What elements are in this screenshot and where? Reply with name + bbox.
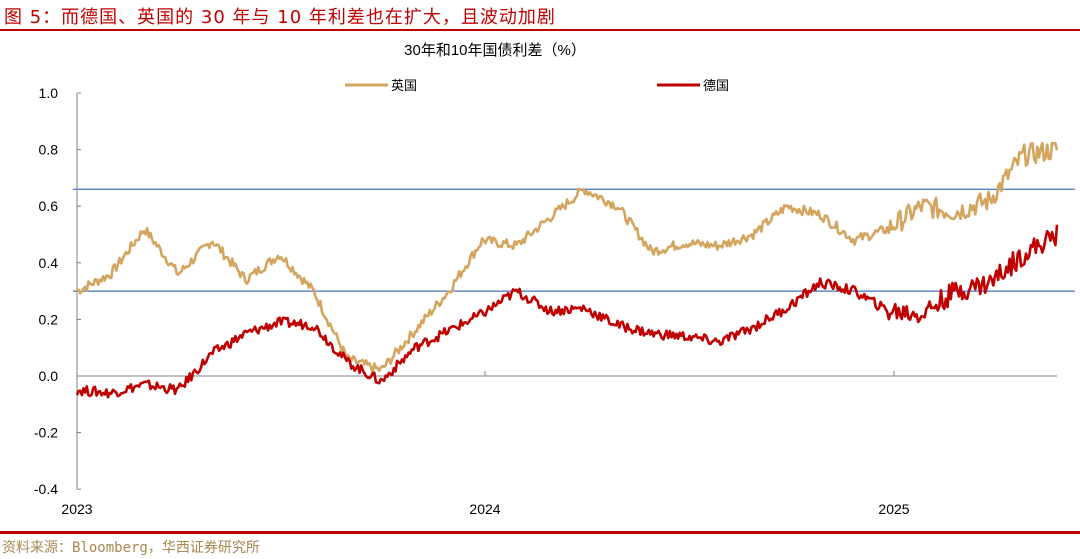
- legend-uk: 英国: [391, 78, 417, 93]
- series-line-0: [76, 141, 1059, 374]
- chart-title: 30年和10年国债利差（%）: [404, 42, 586, 59]
- y-tick-label: 0.2: [39, 311, 59, 327]
- y-tick-label: 0.4: [39, 255, 59, 271]
- figure-title: 图 5：而德国、英国的 30 年与 10 年利差也在扩大，且波动加剧: [4, 7, 556, 28]
- source-divider: [0, 531, 1080, 534]
- line-chart: 30年和10年国债利差（%） 英国 德国 1.0 0.8 0.6 0.4 0.2 0.0 -…: [34, 42, 1075, 517]
- source-note: 资料来源：Bloomberg，华西证券研究所: [2, 540, 260, 556]
- y-tick-label: 0.8: [39, 142, 59, 158]
- y-tick-label: 0.0: [39, 368, 59, 384]
- legend: 英国 德国: [345, 78, 729, 93]
- series-lines: [75, 141, 1059, 399]
- y-tick-label: -0.4: [34, 481, 58, 497]
- y-tick-label: 1.0: [39, 85, 59, 101]
- legend-de: 德国: [703, 78, 729, 93]
- title-divider: [0, 29, 1080, 31]
- y-tick-label: -0.2: [34, 425, 58, 441]
- x-tick-label: 2025: [878, 501, 909, 517]
- x-tick-label: 2024: [469, 501, 500, 517]
- series-line-1: [75, 224, 1059, 399]
- y-tick-label: 0.6: [39, 198, 59, 214]
- x-tick-label: 2023: [61, 501, 92, 517]
